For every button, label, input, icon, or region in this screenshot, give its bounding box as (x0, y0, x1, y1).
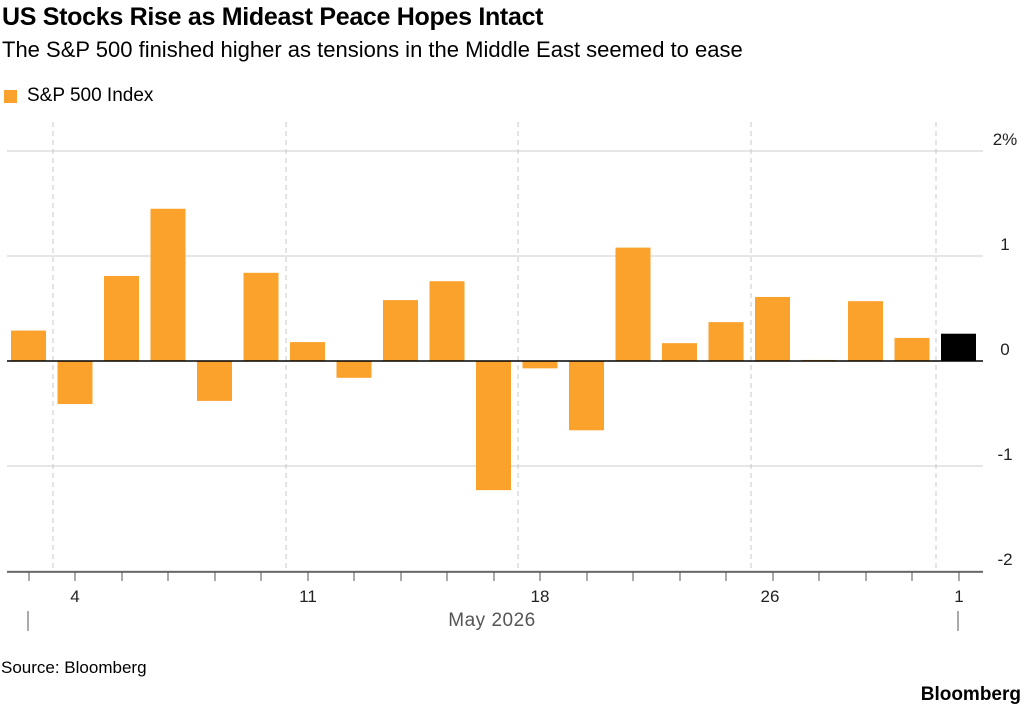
legend-swatch (4, 89, 17, 103)
bar (894, 337, 930, 361)
bar (662, 343, 697, 361)
x-tick-label: 26 (761, 587, 780, 606)
bar (755, 296, 790, 361)
chart-title: US Stocks Rise as Mideast Peace Hopes In… (2, 3, 544, 31)
bar (569, 361, 604, 431)
chart-subtitle: The S&P 500 finished higher as tensions … (2, 37, 743, 62)
legend: S&P 500 Index (4, 85, 153, 107)
bar (429, 281, 465, 361)
y-tick-label: -1 (997, 445, 1012, 464)
x-tick-label: 1 (954, 587, 963, 606)
brand-logo: Bloomberg (920, 684, 1021, 705)
x-tick-label: 4 (70, 587, 79, 606)
bar (104, 275, 139, 361)
x-tick-label: 11 (299, 587, 317, 606)
bar (150, 208, 186, 361)
bar (383, 300, 418, 361)
bar (615, 247, 651, 361)
bar (848, 301, 883, 361)
bar (57, 361, 93, 405)
bar (476, 361, 511, 491)
bar (11, 330, 46, 361)
bar (708, 322, 744, 361)
bar (522, 361, 558, 369)
y-tick-label: 2% (993, 130, 1018, 149)
y-tick-label: -2 (997, 550, 1012, 569)
y-tick-label: 0 (1000, 340, 1009, 359)
x-period-label: May 2026 (448, 610, 535, 631)
bar (197, 361, 232, 401)
bar (336, 361, 372, 378)
y-tick-label: 1 (1000, 235, 1009, 254)
legend-label: S&P 500 Index (27, 85, 154, 106)
source-note: Source: Bloomberg (1, 658, 147, 677)
x-tick-label: 18 (531, 587, 550, 606)
bar (290, 342, 325, 361)
bar (941, 333, 976, 361)
bar (243, 272, 279, 361)
